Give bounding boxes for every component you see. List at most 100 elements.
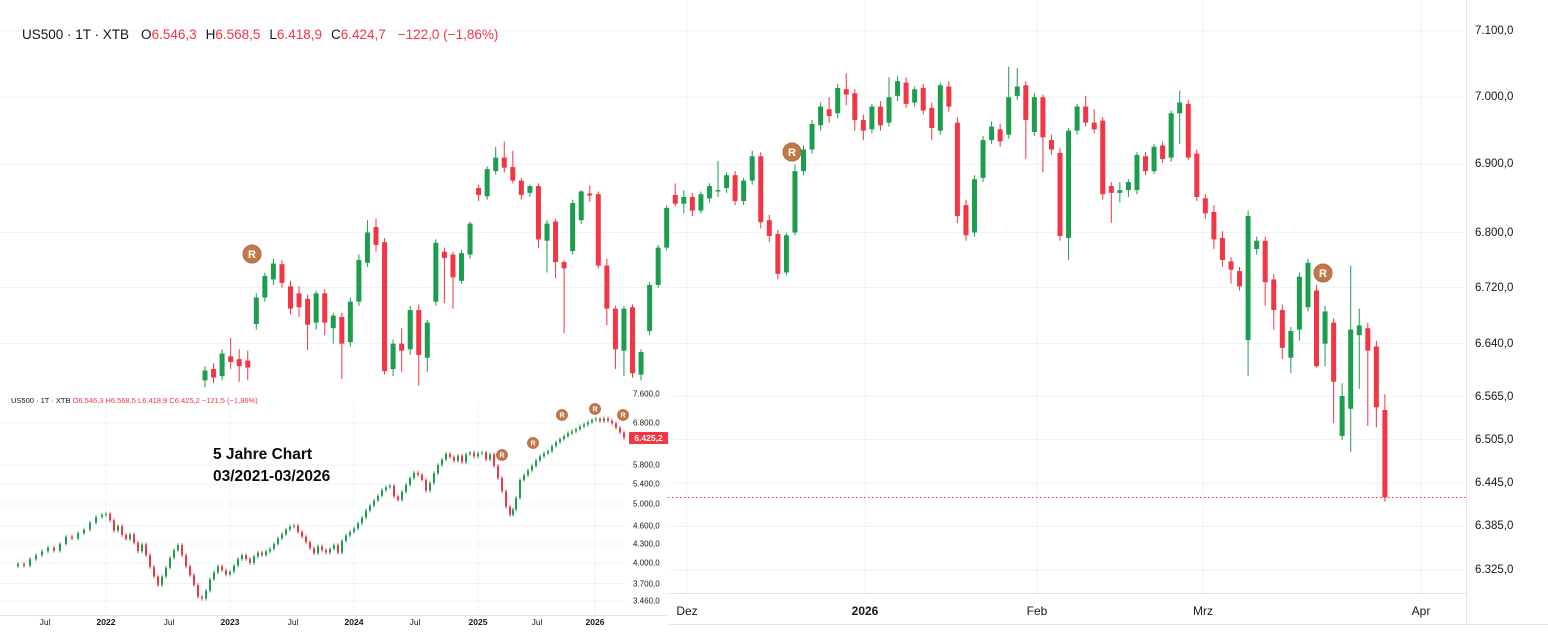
- price-axis-label: 6.385,0: [1475, 520, 1514, 533]
- price-axis-label: 6.720,0: [1475, 281, 1514, 294]
- inset-candle: [559, 438, 561, 443]
- dividend-marker-glyph: R: [248, 249, 256, 261]
- candle: [689, 196, 695, 211]
- inset-symbol-title: US500 · 1T · XTB: [11, 396, 71, 405]
- candle: [989, 126, 995, 141]
- dividend-marker[interactable]: R: [1313, 263, 1333, 283]
- inset-candle: [35, 555, 37, 560]
- inset-candle: [47, 547, 49, 552]
- candle: [741, 180, 747, 202]
- inset-candle: [493, 454, 495, 466]
- inset-candle: [405, 484, 407, 492]
- inset-candle: [285, 529, 287, 535]
- inset-dividend-marker[interactable]: R: [556, 409, 568, 421]
- inset-candle: [349, 531, 351, 536]
- dividend-marker-glyph: R: [1319, 268, 1327, 280]
- chart-legend: US500 · 1T · XTB O6.546,3 H6.568,5 L6.418,…: [22, 27, 498, 42]
- candle: [826, 109, 832, 116]
- inset-candle: [337, 545, 339, 553]
- inset-candle: [325, 550, 327, 553]
- inset-candle: [595, 418, 597, 420]
- inset-candle: [193, 575, 195, 585]
- candle: [253, 297, 259, 325]
- inset-candle: [425, 479, 427, 491]
- inset-candle: [245, 555, 247, 560]
- dividend-marker[interactable]: R: [242, 244, 262, 264]
- candle: [330, 315, 336, 329]
- inset-candle: [481, 452, 483, 454]
- candle: [1134, 154, 1140, 191]
- inset-candle: [165, 567, 167, 577]
- inset-time-axis-border: [0, 615, 668, 616]
- candle: [732, 175, 738, 202]
- candle: [373, 227, 379, 245]
- candle: [296, 293, 302, 308]
- inset-candle: [105, 513, 107, 515]
- inset-dividend-marker[interactable]: R: [617, 409, 629, 421]
- candle: [835, 87, 841, 114]
- inset-candle: [313, 548, 315, 554]
- candle: [356, 260, 362, 302]
- candle: [441, 251, 447, 258]
- candle: [1185, 103, 1191, 158]
- inset-price-axis-label: 4.300,0: [633, 539, 660, 549]
- inset-dividend-marker-circle: [556, 409, 568, 421]
- dividend-marker[interactable]: R: [782, 142, 802, 162]
- candle: [1331, 322, 1337, 382]
- inset-candle: [237, 559, 239, 566]
- inset-dividend-marker[interactable]: R: [496, 449, 508, 461]
- inset-dividend-marker[interactable]: R: [589, 403, 601, 415]
- candle: [980, 140, 986, 178]
- candle: [1228, 261, 1234, 270]
- ohlc-segment-value: 6.568,5: [215, 27, 261, 42]
- candle: [843, 89, 849, 95]
- candle: [1322, 311, 1328, 344]
- inset-candle: [95, 517, 97, 523]
- ohlc-segment: H6.568,5: [206, 27, 261, 42]
- inset-candle: [611, 420, 613, 424]
- candle: [1296, 276, 1302, 330]
- candle: [322, 293, 328, 323]
- candle: [818, 106, 824, 126]
- price-axis-label: 6.900,0: [1475, 158, 1514, 171]
- inset-chart-canvas[interactable]: R R R R R: [0, 391, 668, 637]
- price-axis-label: 6.325,0: [1475, 564, 1514, 577]
- candle: [1006, 97, 1012, 135]
- inset-candle: [531, 465, 533, 471]
- candle: [801, 149, 806, 172]
- inset-candle: [333, 545, 335, 549]
- candle: [518, 180, 524, 195]
- candle: [886, 97, 892, 123]
- inset-candle: [141, 544, 143, 552]
- inset-candle: [277, 538, 279, 544]
- inset-candle: [269, 548, 271, 552]
- candle: [1057, 152, 1063, 236]
- inset-price-axis-label: 5.000,0: [633, 499, 660, 509]
- inset-candle: [512, 509, 514, 515]
- price-axis[interactable]: 7.100,0 7.000,0 6.900,0 6.800,0 6.720,0 6.640…: [1466, 0, 1548, 624]
- inset-candle: [539, 456, 541, 461]
- candle: [450, 254, 456, 278]
- inset-candle: [177, 545, 179, 551]
- inset-candle: [583, 424, 585, 427]
- inset-candle: [385, 487, 387, 491]
- inset-candle: [229, 571, 231, 575]
- inset-candle: [205, 590, 207, 599]
- inset-candle: [213, 572, 215, 580]
- candle: [510, 167, 516, 181]
- inset-candle: [273, 543, 275, 549]
- candle: [758, 156, 764, 223]
- candle: [1271, 279, 1277, 311]
- inset-candle: [113, 520, 115, 531]
- inset-time-axis-label: Jul: [39, 617, 51, 627]
- candle: [1254, 240, 1260, 250]
- candle: [527, 186, 533, 193]
- symbol-title: US500 · 1T · XTB: [22, 27, 130, 42]
- candle: [1262, 240, 1268, 283]
- inset-candle: [445, 453, 447, 460]
- inset-candle: [449, 453, 451, 457]
- inset-dividend-marker[interactable]: R: [527, 437, 539, 449]
- candle: [587, 193, 593, 196]
- inset-candle: [65, 536, 67, 544]
